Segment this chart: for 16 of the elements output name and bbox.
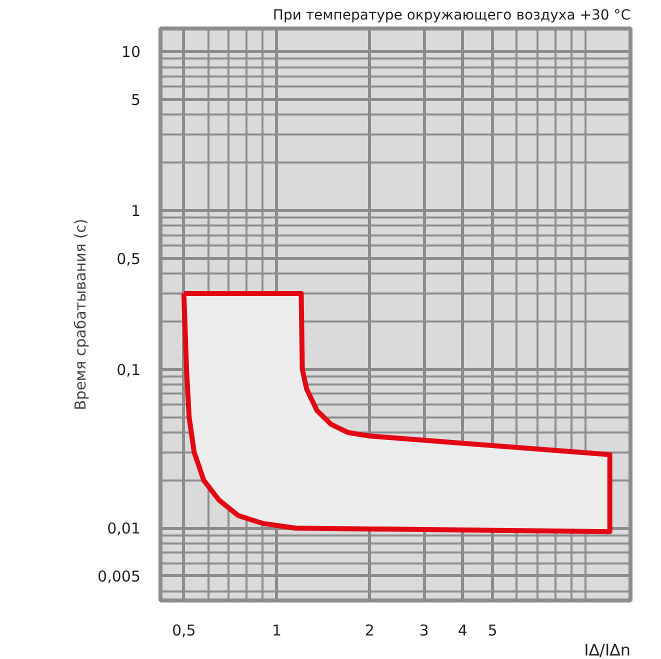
x-tick-label: 3 — [419, 622, 429, 640]
y-tick-label: 0,1 — [116, 360, 141, 379]
x-axis-title: I∆/I∆n — [584, 640, 630, 659]
y-axis-title: Время срабатывания (с) — [72, 218, 90, 410]
x-tick-label: 4 — [458, 622, 468, 640]
x-tick-label: 2 — [364, 622, 374, 640]
x-tick-label: 0,5 — [172, 622, 196, 640]
y-tick-label: 10 — [121, 43, 141, 62]
y-tick-label: 0,5 — [116, 250, 141, 268]
chart-title: При температуре окружающего воздуха +30 °C — [272, 8, 631, 24]
x-tick-label: 1 — [272, 622, 282, 640]
y-tick-label: 5 — [130, 91, 141, 110]
y-tick-label: 0,005 — [98, 567, 141, 586]
y-tick-label: 0,01 — [107, 520, 141, 538]
x-tick-label: 5 — [488, 622, 498, 640]
y-tick-label: 1 — [130, 202, 141, 220]
